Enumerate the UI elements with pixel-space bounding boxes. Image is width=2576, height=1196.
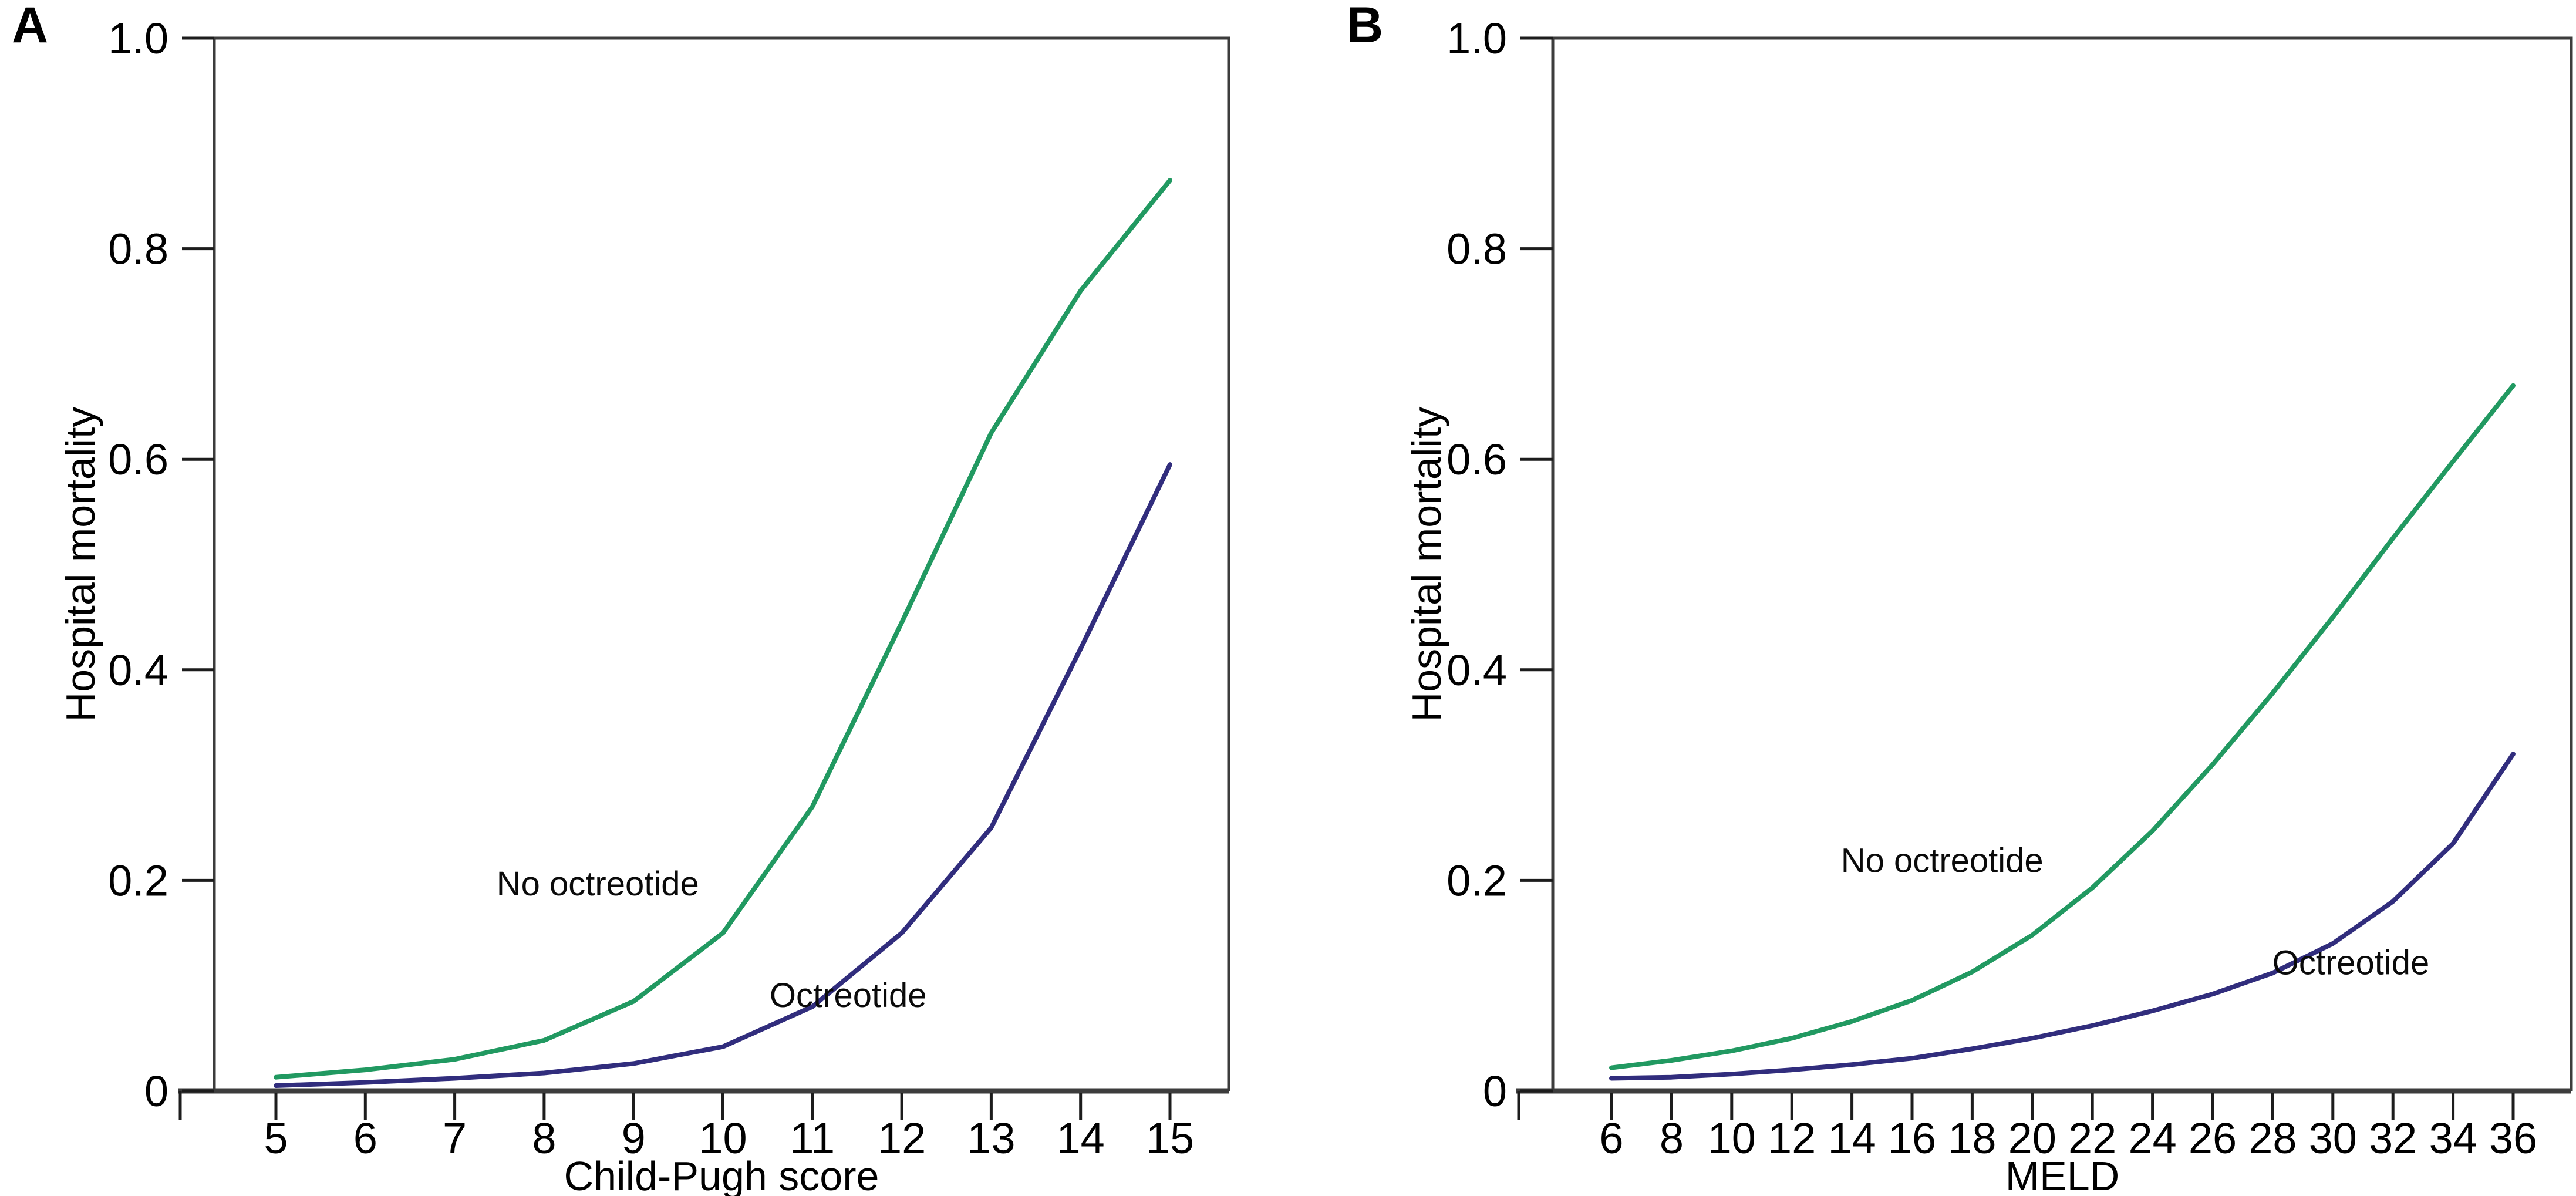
x-tick-label: 10 [699,1114,747,1163]
series-line-no-octreotide [274,178,1172,1080]
series-line-octreotide [274,462,1172,1089]
x-tick-label: 28 [2248,1114,2297,1163]
series-label-no-octreotide: No octreotide [1841,841,2044,880]
y-tick-label: 0.8 [108,225,168,274]
panel-b: B Hospital mortality MELD 6 8 10 12 14 16 18 20… [1288,0,2576,1196]
x-tick-label: 12 [1768,1114,1816,1163]
x-tick-label: 34 [2429,1114,2477,1163]
x-tick-label: 14 [1057,1114,1105,1163]
chart-b-canvas: 6 8 10 12 14 16 18 20 22 24 26 28 30 32 34 36 0 0.2 0.4 0.6… [1447,14,2573,1163]
x-tick-label: 26 [2189,1114,2237,1163]
x-tick-label: 12 [878,1114,926,1163]
x-tick-label: 8 [1660,1114,1684,1163]
x-tick-label: 36 [2489,1114,2537,1163]
chart-a-canvas: 5 6 7 8 9 10 11 12 13 14 15 0 0.2 0.4 0.6 0.8 1.0 No octr… [108,14,1230,1163]
y-tick-label: 0.4 [108,646,168,695]
series-label-octreotide: Octreotide [2272,944,2430,982]
series-label-octreotide: Octreotide [770,976,927,1015]
series-line-octreotide [1609,752,2516,1081]
plot-border [213,36,1230,1091]
y-tick-label: 0.4 [1447,646,1507,695]
x-tick-label: 20 [2008,1114,2056,1163]
y-tick-label: 0 [1483,1067,1507,1116]
x-tick-label: 8 [532,1114,556,1163]
x-tick-label: 15 [1146,1114,1194,1163]
x-tick-label: 14 [1828,1114,1876,1163]
x-tick-label: 6 [1599,1114,1623,1163]
panel-b-label: B [1347,0,1384,53]
x-tick-label: 9 [622,1114,646,1163]
y-tick-label: 0 [144,1067,168,1116]
x-axis-title-b: MELD [2005,1153,2120,1196]
panel-a-label: A [12,0,49,53]
y-tick-label: 0.8 [1447,225,1507,274]
x-tick-label: 13 [967,1114,1015,1163]
x-axis-title-a: Child-Pugh score [564,1153,879,1196]
x-tick-label: 5 [264,1114,288,1163]
plot-border [1551,36,2573,1091]
y-tick-label: 1.0 [1447,14,1507,63]
y-tick-label: 0.6 [1447,435,1507,484]
y-tick-label: 0.6 [108,435,168,484]
x-tick-label: 10 [1708,1114,1756,1163]
x-tick-label: 11 [790,1114,835,1163]
y-tick-label: 1.0 [108,14,168,63]
series-label-no-octreotide: No octreotide [497,865,699,903]
series-line-no-octreotide [1609,383,2516,1070]
x-tick-label: 22 [2068,1114,2116,1163]
x-tick-label: 18 [1948,1114,1996,1163]
y-tick-label: 0.2 [1447,856,1507,905]
x-tick-label: 30 [2309,1114,2357,1163]
x-tick-label: 16 [1888,1114,1936,1163]
x-tick-label: 6 [353,1114,377,1163]
x-tick-label: 24 [2128,1114,2176,1163]
x-tick-label: 7 [443,1114,467,1163]
x-tick-label: 32 [2369,1114,2417,1163]
y-tick-label: 0.2 [108,856,168,905]
